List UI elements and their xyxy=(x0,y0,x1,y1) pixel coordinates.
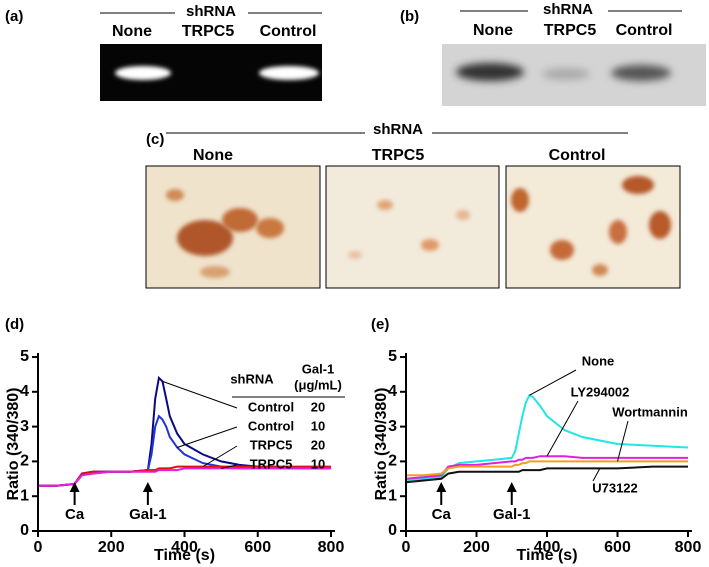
band xyxy=(115,66,171,80)
lane-label: TRPC5 xyxy=(182,23,235,40)
leader-line xyxy=(546,400,579,457)
leader-line xyxy=(202,445,238,468)
series-line xyxy=(405,455,688,480)
y-tick-label: 2 xyxy=(20,453,29,470)
legend-header: shRNA xyxy=(230,371,274,386)
arrow-head xyxy=(142,482,153,492)
leader-line xyxy=(529,369,577,396)
series-line xyxy=(406,460,688,477)
x-tick-label: 600 xyxy=(244,539,271,556)
leader-line xyxy=(617,420,629,462)
band xyxy=(456,63,524,81)
legend-dose: 10 xyxy=(311,418,325,433)
legend-label: Control xyxy=(248,418,294,433)
leader-line xyxy=(221,464,238,469)
arrow-head xyxy=(436,482,447,492)
annotation: Ca xyxy=(432,506,452,523)
micrograph xyxy=(325,165,500,289)
leader-line xyxy=(592,468,601,482)
header: shRNA xyxy=(186,3,236,20)
x-tick-label: 200 xyxy=(463,539,490,556)
legend-header: (μg/mL) xyxy=(294,377,342,392)
panel-label: (b) xyxy=(400,8,419,25)
series-label: Wortmannin xyxy=(612,404,688,419)
y-tick-label: 3 xyxy=(388,418,397,435)
lane-label: None xyxy=(112,23,152,40)
series-line xyxy=(405,465,688,484)
y-tick-label: 1 xyxy=(388,487,397,504)
legend-dose: 10 xyxy=(311,456,325,471)
x-tick-label: 0 xyxy=(34,539,43,556)
x-tick-label: 400 xyxy=(171,539,198,556)
legend-label: Control xyxy=(248,399,294,414)
x-tick-label: 400 xyxy=(534,539,561,556)
panel-label: (a) xyxy=(5,8,23,25)
y-tick-label: 3 xyxy=(20,418,29,435)
y-tick-label: 2 xyxy=(388,453,397,470)
band xyxy=(542,68,590,80)
leader-line xyxy=(162,380,238,409)
arrow-head xyxy=(69,482,80,492)
y-tick-label: 5 xyxy=(20,348,29,365)
arrow-head xyxy=(506,482,517,492)
lane-label: TRPC5 xyxy=(544,22,597,39)
leader-line xyxy=(177,426,238,448)
column-label: None xyxy=(193,147,233,164)
legend-label: TRPC5 xyxy=(250,437,293,452)
y-tick-label: 0 xyxy=(20,522,29,539)
x-tick-label: 200 xyxy=(98,539,125,556)
legend-dose: 20 xyxy=(311,399,325,414)
panel-label: (c) xyxy=(146,131,164,148)
series-label: U73122 xyxy=(592,480,638,495)
panel-label: (e) xyxy=(371,316,389,333)
series-line xyxy=(38,467,331,487)
micrograph xyxy=(145,165,321,289)
band xyxy=(259,66,319,80)
header: shRNA xyxy=(373,121,423,138)
lane-label: None xyxy=(473,22,513,39)
band xyxy=(611,65,671,81)
y-tick-label: 0 xyxy=(388,522,397,539)
x-tick-label: 0 xyxy=(402,539,411,556)
series-label: LY294002 xyxy=(571,384,630,399)
panel-label: (d) xyxy=(5,316,24,333)
y-tick-label: 1 xyxy=(20,487,29,504)
legend-header: Gal-1 xyxy=(302,361,335,376)
y-axis-title: Ratio (340/380) xyxy=(373,388,390,501)
x-tick-label: 600 xyxy=(604,539,631,556)
annotation: Gal-1 xyxy=(129,506,167,523)
y-axis-title: Ratio (340/380) xyxy=(5,388,22,501)
annotation: Ca xyxy=(65,506,85,523)
x-axis-title: Time (s) xyxy=(516,547,577,564)
legend-dose: 20 xyxy=(311,437,325,452)
legend-label: TRPC5 xyxy=(250,456,293,471)
annotation: Gal-1 xyxy=(493,506,531,523)
x-tick-label: 800 xyxy=(675,539,702,556)
y-tick-label: 4 xyxy=(388,383,397,400)
y-tick-label: 5 xyxy=(388,348,397,365)
header: shRNA xyxy=(543,1,593,18)
x-tick-label: 800 xyxy=(318,539,345,556)
lane-label: Control xyxy=(260,23,317,40)
x-axis-title: Time (s) xyxy=(154,547,215,564)
column-label: Control xyxy=(549,147,606,164)
lane-label: Control xyxy=(616,22,673,39)
y-tick-label: 4 xyxy=(20,383,29,400)
micrograph xyxy=(505,165,681,289)
series-label: None xyxy=(582,353,615,368)
column-label: TRPC5 xyxy=(372,147,425,164)
